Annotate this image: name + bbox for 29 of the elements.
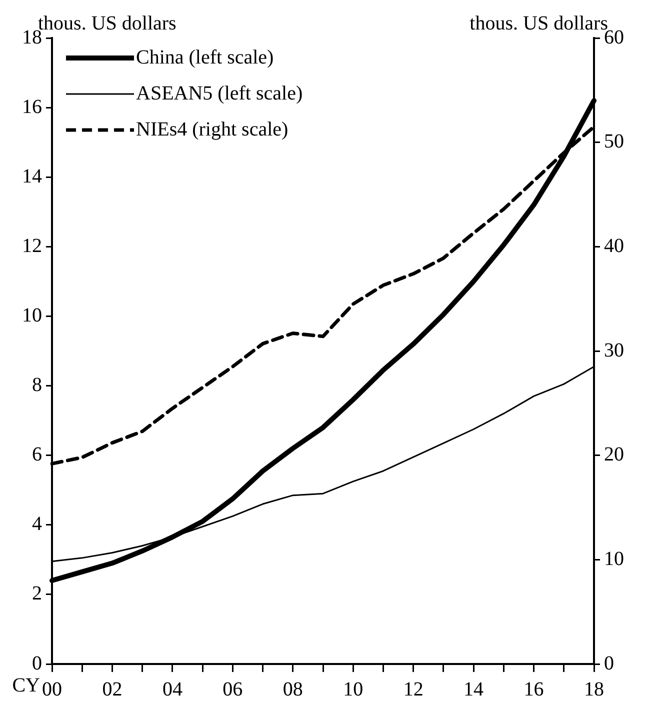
x-tick-label: 02 [102,678,122,700]
y-tick-label: 6 [32,444,42,466]
legend-label: ASEAN5 (left scale) [136,82,303,104]
y-tick-label: 2 [32,582,42,605]
y2-tick-label: 40 [604,234,624,257]
y2-tick-label: 30 [604,339,624,362]
x-tick-label: 16 [524,678,544,700]
y-tick-label: 10 [22,304,42,326]
legend-label: NIEs4 (right scale) [136,118,288,140]
legend-label: China (left scale) [136,46,274,68]
y-tick-label: 4 [32,513,42,536]
y2-tick-label: 10 [604,548,624,570]
x-tick-label: 00 [42,678,62,700]
y-tick-label: 14 [22,165,42,188]
y2-tick-label: 50 [604,130,624,153]
x-tick-label: 12 [403,678,424,700]
y-tick-label: 12 [22,234,42,257]
x-tick-label: 14 [464,678,484,700]
x-tick-label: 08 [282,678,303,700]
y-tick-label: 8 [32,374,42,396]
x-axis-title: CY [12,674,40,696]
y-tick-label: 0 [32,652,42,674]
y2-tick-label: 0 [604,652,614,674]
x-tick-label: 10 [343,678,364,700]
y2-tick-label: 20 [604,444,624,466]
x-tick-label: 06 [222,678,243,700]
x-tick-label: 04 [162,678,182,700]
y-tick-label: 16 [22,96,42,118]
x-tick-label: 18 [584,678,604,700]
